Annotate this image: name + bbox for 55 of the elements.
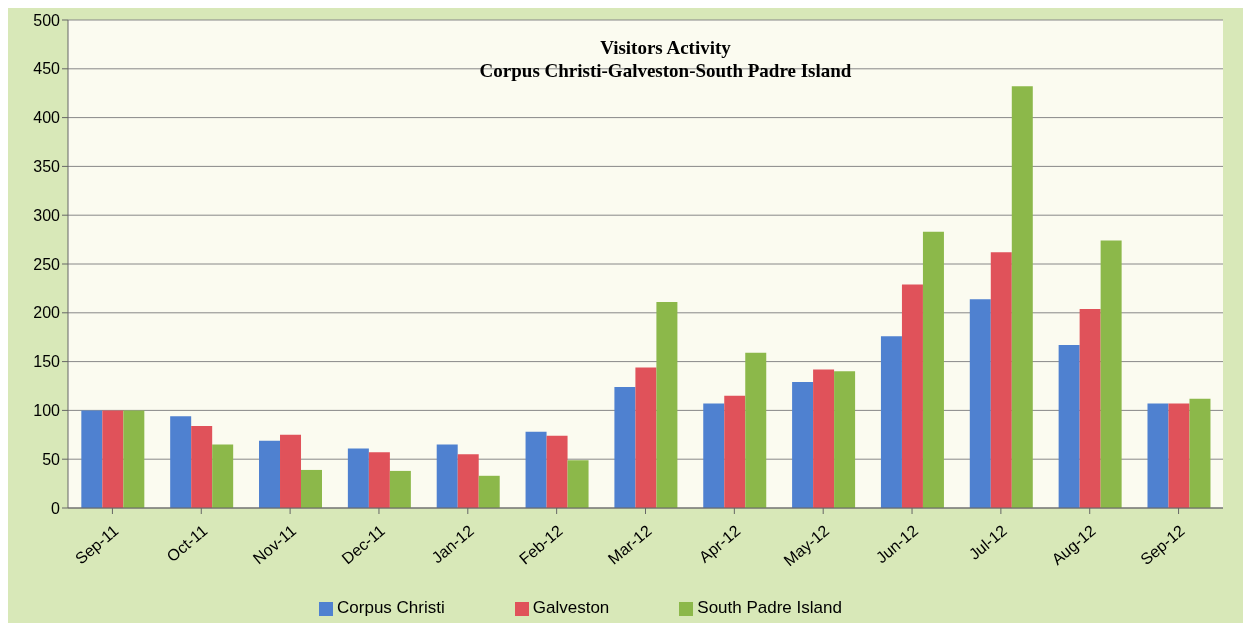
bar [280, 434, 302, 508]
bar [525, 431, 547, 508]
y-tick-label: 50 [42, 450, 61, 468]
bar [347, 448, 369, 508]
bar [102, 410, 124, 508]
bar [703, 403, 725, 508]
bar [259, 440, 281, 508]
bar [745, 352, 767, 508]
legend-label: South Padre Island [697, 598, 842, 617]
bar [1058, 345, 1080, 508]
bar [1189, 398, 1211, 508]
bar [834, 371, 856, 508]
bar [457, 454, 479, 508]
y-tick-label: 150 [33, 353, 61, 371]
bar [478, 475, 500, 508]
bar [212, 444, 234, 508]
bar [901, 284, 923, 508]
bar [389, 470, 411, 508]
legend-label: Corpus Christi [337, 598, 445, 617]
y-tick-label: 200 [33, 304, 61, 322]
y-tick-label: 350 [33, 158, 61, 176]
y-tick-label: 450 [33, 60, 61, 78]
bar [567, 460, 589, 508]
bar [546, 435, 568, 508]
bar [614, 386, 636, 508]
y-tick-label: 0 [51, 499, 61, 517]
text: Corpus Christi-Galveston-South Padre Island [478, 59, 853, 82]
bar [191, 426, 213, 508]
bar [436, 444, 458, 508]
bar [635, 367, 657, 508]
bar [990, 252, 1012, 508]
bar [656, 302, 678, 508]
y-tick-label: 100 [33, 402, 61, 420]
bar [922, 231, 944, 508]
bar [1079, 308, 1101, 508]
bar [1147, 403, 1169, 508]
bar [969, 299, 991, 508]
bar [1168, 403, 1190, 508]
bar [1100, 240, 1122, 508]
bar [880, 336, 902, 508]
text: Visitors Activity [599, 36, 732, 59]
y-tick-label: 300 [33, 206, 61, 224]
y-tick-label: 500 [33, 11, 61, 29]
bar [792, 382, 814, 508]
bar [724, 395, 746, 508]
bar [123, 410, 145, 508]
bar [813, 369, 835, 508]
bar [1011, 86, 1033, 508]
bar [81, 410, 103, 508]
bar [301, 469, 323, 508]
y-tick-label: 250 [33, 255, 61, 273]
bar [368, 452, 390, 508]
legend-label: Galveston [532, 598, 610, 617]
bar [170, 416, 192, 508]
y-tick-label: 400 [33, 109, 61, 127]
